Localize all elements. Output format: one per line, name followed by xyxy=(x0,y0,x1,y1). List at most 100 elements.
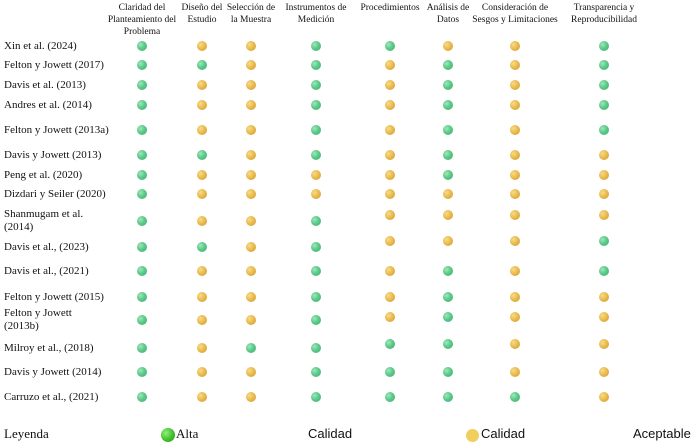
acceptable-quality-dot-icon xyxy=(246,266,256,276)
high-quality-dot-icon xyxy=(161,428,175,442)
acceptable-quality-dot-icon xyxy=(599,189,609,199)
acceptable-quality-dot-icon xyxy=(246,292,256,302)
acceptable-quality-dot-icon xyxy=(510,236,520,246)
high-quality-dot-icon xyxy=(311,80,321,90)
high-quality-dot-icon xyxy=(599,80,609,90)
study-label: Davis y Jowett (2014) xyxy=(4,365,102,378)
high-quality-dot-icon xyxy=(311,125,321,135)
acceptable-quality-dot-icon xyxy=(510,150,520,160)
high-quality-dot-icon xyxy=(443,312,453,322)
study-label: Davis et al. (2013) xyxy=(4,78,86,91)
acceptable-quality-dot-icon xyxy=(385,210,395,220)
acceptable-quality-dot-icon xyxy=(385,100,395,110)
acceptable-quality-dot-icon xyxy=(385,150,395,160)
high-quality-dot-icon xyxy=(311,216,321,226)
acceptable-quality-dot-icon xyxy=(246,125,256,135)
acceptable-quality-dot-icon xyxy=(197,80,207,90)
high-quality-dot-icon xyxy=(137,292,147,302)
acceptable-quality-dot-icon xyxy=(599,292,609,302)
high-quality-dot-icon xyxy=(385,392,395,402)
high-quality-dot-icon xyxy=(137,150,147,160)
high-quality-dot-icon xyxy=(197,242,207,252)
acceptable-quality-dot-icon xyxy=(510,80,520,90)
legend-high-label: Alta xyxy=(176,426,199,441)
column-header: Consideración de Sesgos y Limitaciones xyxy=(472,3,558,25)
acceptable-quality-dot-icon xyxy=(197,100,207,110)
high-quality-dot-icon xyxy=(137,242,147,252)
high-quality-dot-icon xyxy=(311,292,321,302)
column-header: Procedimientos xyxy=(360,3,420,13)
high-quality-dot-icon xyxy=(246,343,256,353)
legend-high-quality-word: Calidad xyxy=(308,426,353,441)
high-quality-dot-icon xyxy=(599,125,609,135)
acceptable-quality-dot-icon xyxy=(510,266,520,276)
acceptable-quality-dot-icon xyxy=(385,80,395,90)
high-quality-dot-icon xyxy=(137,125,147,135)
high-quality-dot-icon xyxy=(311,100,321,110)
acceptable-quality-dot-icon xyxy=(197,125,207,135)
high-quality-dot-icon xyxy=(443,339,453,349)
study-label: Davis et al., (2023) xyxy=(4,240,89,253)
acceptable-quality-dot-icon xyxy=(197,216,207,226)
column-header: Instrumentos de Medición xyxy=(285,3,347,25)
high-quality-dot-icon xyxy=(137,100,147,110)
column-header: Claridad del Planteamiento del Problema xyxy=(107,3,177,37)
high-quality-dot-icon xyxy=(443,150,453,160)
column-header: Diseño del Estudio xyxy=(181,3,223,25)
study-label: Felton y Jowett (2017) xyxy=(4,58,104,71)
high-quality-dot-icon xyxy=(311,392,321,402)
study-label: Felton y Jowett (2013a) xyxy=(4,123,109,136)
acceptable-quality-dot-icon xyxy=(246,315,256,325)
acceptable-quality-dot-icon xyxy=(197,367,207,377)
high-quality-dot-icon xyxy=(311,60,321,70)
acceptable-quality-dot-icon xyxy=(510,125,520,135)
acceptable-quality-dot-icon xyxy=(246,41,256,51)
high-quality-dot-icon xyxy=(137,189,147,199)
acceptable-quality-dot-icon xyxy=(385,266,395,276)
acceptable-quality-dot-icon xyxy=(246,216,256,226)
acceptable-quality-dot-icon xyxy=(246,367,256,377)
acceptable-quality-dot-icon xyxy=(443,189,453,199)
acceptable-quality-dot-icon xyxy=(443,236,453,246)
study-label: Dizdari y Seiler (2020) xyxy=(4,187,106,200)
acceptable-quality-dot-icon xyxy=(197,343,207,353)
acceptable-quality-dot-icon xyxy=(385,170,395,180)
acceptable-quality-dot-icon xyxy=(599,210,609,220)
acceptable-quality-dot-icon xyxy=(385,236,395,246)
acceptable-quality-dot-icon xyxy=(246,242,256,252)
study-label: Carruzo et al., (2021) xyxy=(4,390,99,403)
acceptable-quality-dot-icon xyxy=(311,170,321,180)
high-quality-dot-icon xyxy=(311,343,321,353)
high-quality-dot-icon xyxy=(599,266,609,276)
high-quality-dot-icon xyxy=(385,367,395,377)
acceptable-quality-dot-icon xyxy=(510,100,520,110)
high-quality-dot-icon xyxy=(443,80,453,90)
column-header: Transparencia y Reproducibilidad xyxy=(571,3,637,25)
acceptable-quality-dot-icon xyxy=(311,189,321,199)
acceptable-quality-dot-icon xyxy=(246,60,256,70)
high-quality-dot-icon xyxy=(197,150,207,160)
high-quality-dot-icon xyxy=(137,367,147,377)
high-quality-dot-icon xyxy=(137,266,147,276)
high-quality-dot-icon xyxy=(443,367,453,377)
high-quality-dot-icon xyxy=(137,170,147,180)
high-quality-dot-icon xyxy=(197,60,207,70)
column-header: Selección de la Muestra xyxy=(226,3,276,25)
acceptable-quality-dot-icon xyxy=(197,41,207,51)
acceptable-quality-dot-icon xyxy=(510,312,520,322)
high-quality-dot-icon xyxy=(311,266,321,276)
acceptable-quality-dot-icon xyxy=(197,266,207,276)
high-quality-dot-icon xyxy=(137,60,147,70)
acceptable-quality-dot-icon xyxy=(246,170,256,180)
acceptable-quality-dot-icon xyxy=(385,125,395,135)
acceptable-quality-dot-icon xyxy=(599,392,609,402)
acceptable-quality-dot-icon xyxy=(599,367,609,377)
study-label: Davis y Jowett (2013) xyxy=(4,148,102,161)
high-quality-dot-icon xyxy=(599,41,609,51)
study-label: Shanmugam et al. (2014) xyxy=(4,208,84,233)
acceptable-quality-dot-icon xyxy=(443,41,453,51)
legend-acceptable-label: Aceptable xyxy=(633,426,691,441)
high-quality-dot-icon xyxy=(137,315,147,325)
high-quality-dot-icon xyxy=(137,343,147,353)
acceptable-quality-dot-icon xyxy=(246,392,256,402)
